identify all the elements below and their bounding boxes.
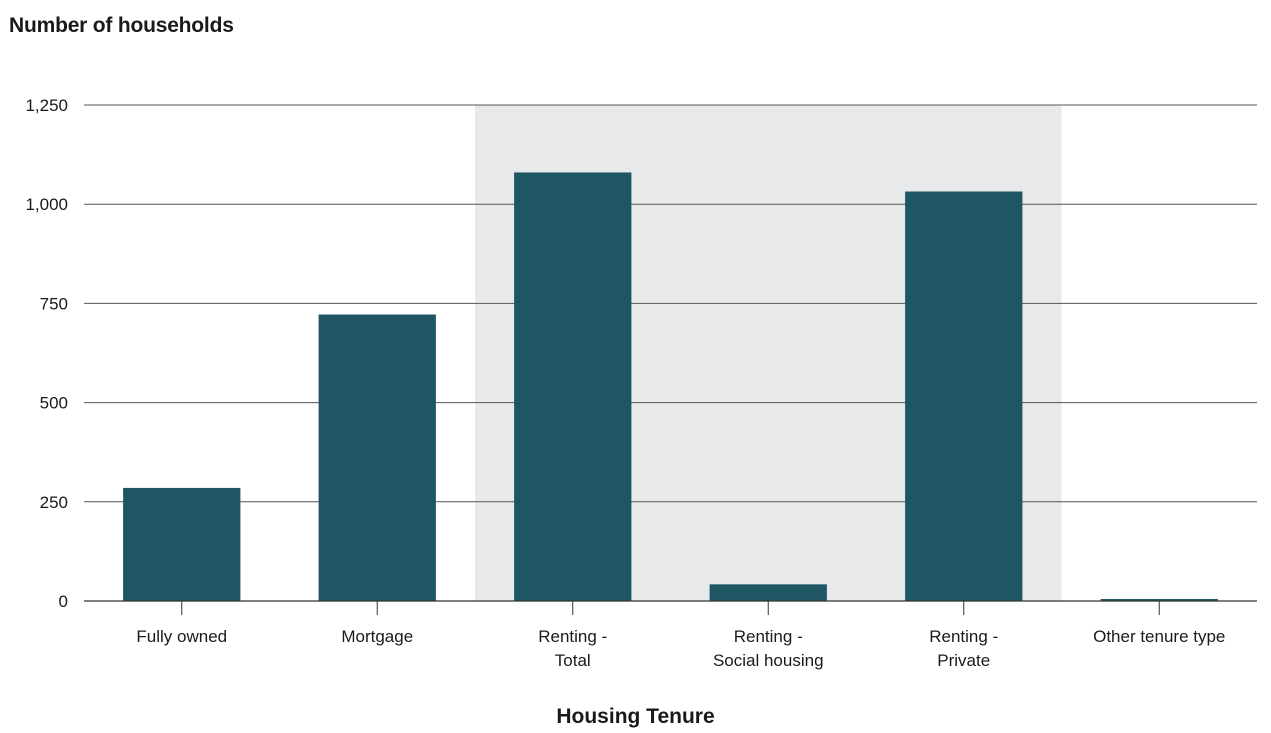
y-tick-label: 250 (40, 493, 68, 512)
y-tick-label: 1,250 (25, 96, 68, 115)
gridlines (84, 104, 1257, 503)
x-tick-labels: Fully owned Mortgage Renting -Total Renting… (136, 627, 1225, 670)
bar-3 (709, 584, 827, 601)
y-tick-labels: 0 250 500 750 1,000 1,250 (25, 96, 68, 611)
bar-1 (318, 314, 436, 601)
x-axis-title: Housing Tenure (556, 705, 715, 728)
x-tick-label: Renting -Social housing (713, 627, 824, 670)
x-tick-label: Renting -Total (538, 627, 607, 670)
x-tick-label: Fully owned (136, 627, 227, 646)
y-tick-label: 500 (40, 394, 68, 413)
y-tick-label: 1,000 (25, 195, 68, 214)
x-axis (84, 600, 1257, 615)
bar-0 (123, 487, 241, 601)
x-tick-label: Renting -Private (929, 627, 998, 670)
y-axis-title: Number of households (9, 14, 234, 37)
x-tick-label: Mortgage (341, 627, 413, 646)
bar-2 (514, 172, 632, 601)
y-tick-label: 750 (40, 294, 68, 313)
y-tick-label: 0 (59, 592, 68, 611)
bar-4 (905, 191, 1023, 602)
x-tick-label: Other tenure type (1093, 627, 1225, 646)
bars (123, 172, 1218, 602)
bar-5 (1100, 599, 1218, 601)
